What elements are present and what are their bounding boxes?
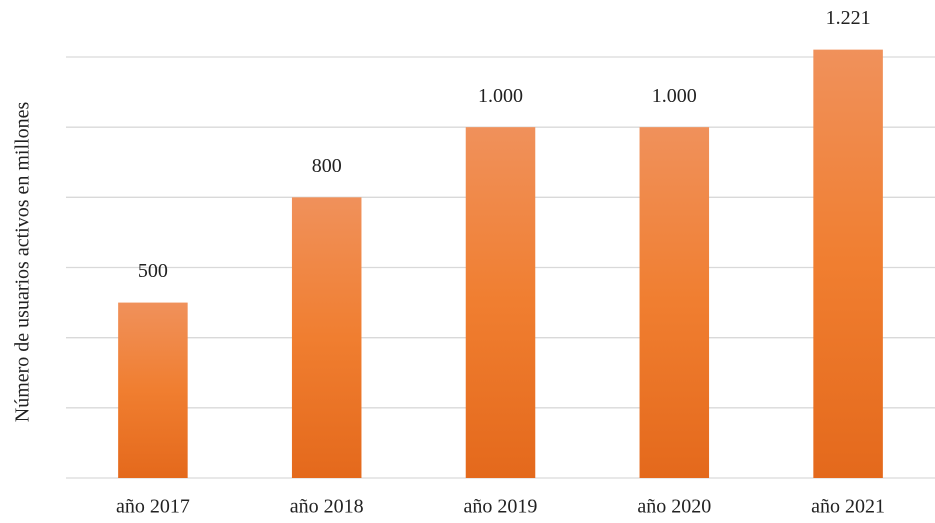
x-tick-label: año 2017 — [116, 496, 190, 518]
x-tick-label: año 2020 — [637, 496, 711, 518]
bar — [639, 127, 710, 479]
bar — [291, 197, 362, 479]
bar — [813, 49, 883, 478]
x-tick-label: año 2019 — [464, 496, 538, 518]
bar — [118, 302, 188, 478]
y-axis-label: Número de usuarios activos en millones — [12, 102, 34, 423]
x-tick-label: año 2018 — [290, 496, 364, 518]
data-label: 1.000 — [652, 85, 697, 107]
data-label: 800 — [312, 155, 342, 177]
data-label: 1.000 — [478, 85, 523, 107]
data-label: 500 — [138, 260, 168, 282]
bar — [465, 127, 536, 479]
data-label: 1.221 — [826, 7, 871, 29]
x-tick-label: año 2021 — [811, 496, 885, 518]
